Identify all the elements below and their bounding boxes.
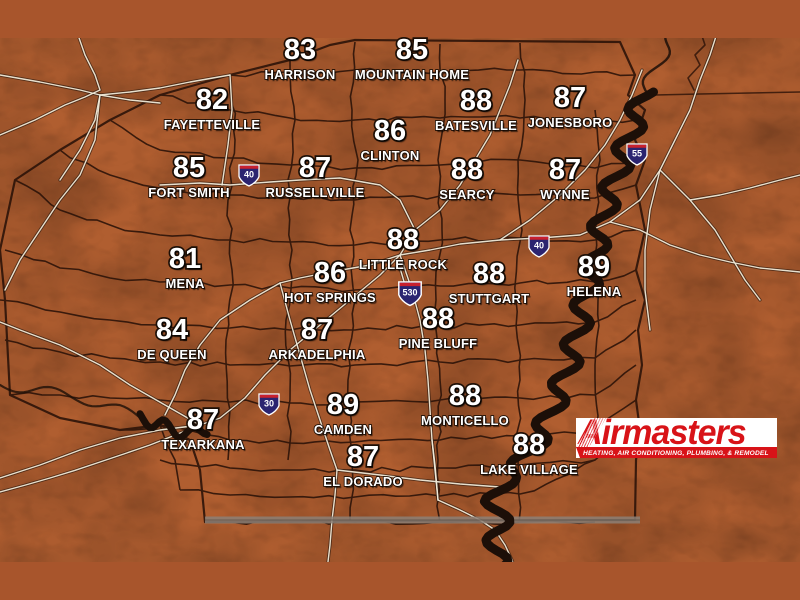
svg-text:40: 40 bbox=[534, 241, 544, 251]
